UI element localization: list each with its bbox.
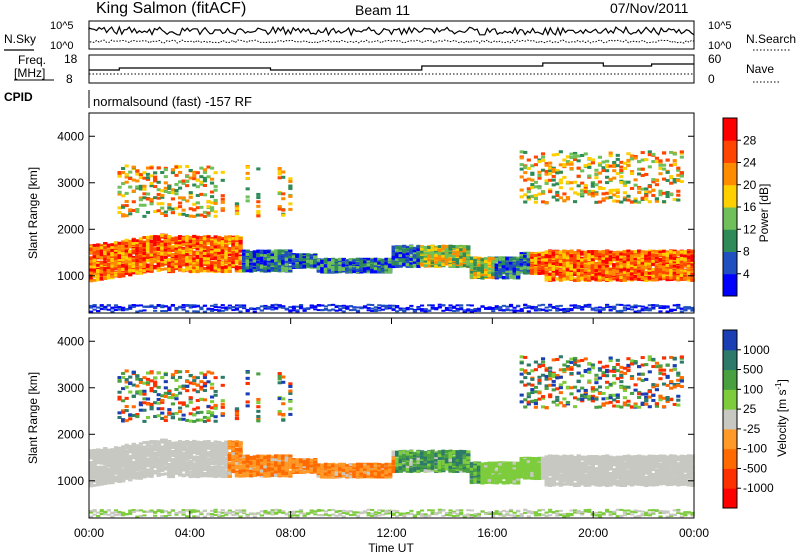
velocity-colorbar: 1000 500 100 25 -25 -100 -500 -1000 Velocity [m… [722, 329, 789, 509]
date-title: 07/Nov/2011 [610, 0, 689, 16]
y-tick-label: 4000 [57, 129, 84, 143]
colorbar-swatch [723, 162, 737, 186]
power-colorbar: 4 8 12 16 20 24 28 Power [dB] [722, 117, 771, 297]
x-tick-label: 00:00 [679, 526, 709, 540]
x-tick-label: 08:00 [276, 526, 306, 540]
nave-label: Nave [746, 62, 774, 76]
colorbar-swatch [723, 428, 737, 450]
y-tick-label: 4000 [57, 334, 84, 348]
colorbar-swatch [723, 140, 737, 163]
colorbar-swatch [723, 118, 737, 141]
y-tick-label: 2000 [57, 427, 84, 441]
x-axis-label: Time UT [368, 541, 414, 554]
colorbar-swatch [723, 273, 737, 297]
y-tick-label: 2000 [57, 222, 84, 236]
y-tick-label: 3000 [57, 176, 84, 190]
power-panel: 1000 2000 3000 4000 Slant Range [km] [26, 112, 695, 314]
x-tick-label: 16:00 [477, 526, 507, 540]
colorbar-swatch [723, 184, 737, 208]
svg-text:8: 8 [66, 72, 73, 86]
y-tick-label: 3000 [57, 381, 84, 395]
colorbar-tick-label: 100 [743, 382, 763, 396]
svg-text:0: 0 [708, 72, 715, 86]
colorbar-tick-label: 25 [743, 402, 757, 416]
colorbar-swatch [723, 488, 737, 509]
colorbar-tick-label: 24 [743, 156, 757, 170]
power-ylabel: Slant Range [km] [26, 167, 40, 259]
colorbar-tick-label: 16 [743, 200, 757, 214]
x-tick-label: 12:00 [376, 526, 406, 540]
colorbar-tick-label: 4 [743, 267, 750, 281]
colorbar-swatch [723, 448, 737, 469]
beam-title: Beam 11 [355, 2, 410, 18]
x-tick-label: 04:00 [175, 526, 205, 540]
n-search-label: N.Search [746, 32, 796, 46]
x-tick-label: 20:00 [578, 526, 608, 540]
colorbar-tick-label: -1000 [743, 481, 774, 495]
colorbar-tick-label: 8 [743, 245, 750, 259]
svg-text:60: 60 [708, 52, 722, 66]
colorbar-tick-label: 500 [743, 363, 763, 377]
colorbar-swatch [723, 330, 737, 351]
svg-text:10^5: 10^5 [50, 20, 74, 32]
svg-text:10^0: 10^0 [50, 40, 74, 52]
station-title: King Salmon (fitACF) [96, 0, 246, 17]
svg-text:18: 18 [64, 52, 78, 66]
colorbar-swatch [723, 251, 737, 275]
colorbar-swatch [723, 207, 737, 230]
colorbar-tick-label: 28 [743, 133, 757, 147]
y-tick-label: 1000 [57, 474, 84, 488]
y-tick-label: 1000 [57, 269, 84, 283]
colorbar-tick-label: -25 [743, 422, 761, 436]
colorbar-swatch [723, 229, 737, 252]
colorbar-swatch [723, 468, 737, 489]
velocity-cbar-label: Velocity [m s-1] [774, 379, 789, 457]
program-label: normalsound (fast) -157 RF [93, 94, 252, 109]
noise-strip: N.Sky 10^5 10^0 10^5 10^0 N.Search [4, 20, 796, 52]
power-cbar-label: Power [dB] [757, 184, 771, 243]
n-sky-label: N.Sky [4, 32, 36, 46]
velocity-ylabel: Slant Range [km] [26, 372, 40, 464]
colorbar-swatch [723, 369, 737, 390]
svg-text:Freq.: Freq. [18, 53, 46, 67]
frequency-strip: Freq. [MHz] 18 8 60 0 Nave [14, 52, 780, 86]
colorbar-tick-label: -100 [743, 442, 767, 456]
velocity-panel: 1000 2000 3000 4000 00:00 04:00 08:00 12:00 16:… [26, 317, 709, 554]
colorbar-tick-label: -500 [743, 461, 767, 475]
x-tick-label: 00:00 [74, 526, 104, 540]
colorbar-tick-label: 20 [743, 178, 757, 192]
cpid-label: CPID [4, 90, 33, 104]
colorbar-swatch [723, 409, 737, 430]
colorbar-tick-label: 1000 [743, 343, 770, 357]
svg-text:10^5: 10^5 [708, 20, 732, 32]
svg-text:10^0: 10^0 [708, 40, 732, 52]
svg-text:[MHz]: [MHz] [14, 66, 45, 80]
colorbar-swatch [723, 349, 737, 371]
colorbar-swatch [723, 389, 737, 410]
colorbar-tick-label: 12 [743, 222, 757, 236]
